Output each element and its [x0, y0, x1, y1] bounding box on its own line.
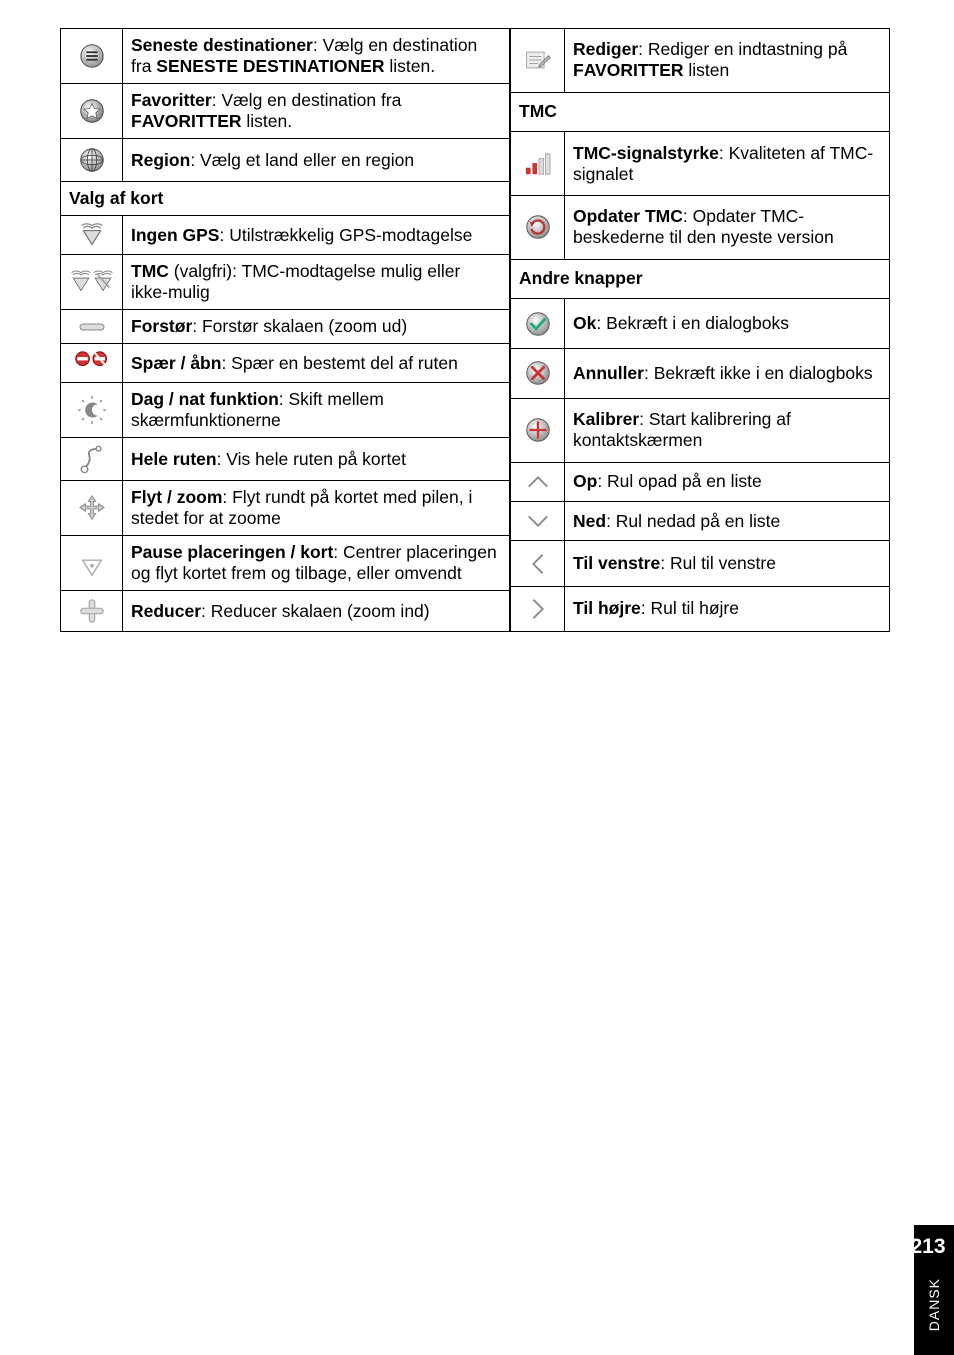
- description-cell: Dag / nat funktion: Skift mellem skærmfu…: [123, 383, 510, 438]
- description-cell: Ok: Bekræft i en dialogboks: [565, 299, 890, 349]
- description-cell: Region: Vælg et land eller en region: [123, 139, 510, 182]
- description-cell: Reducer: Reducer skalaen (zoom ind): [123, 591, 510, 632]
- description-cell: Ingen GPS: Utilstrækkelig GPS-modtagelse: [123, 216, 510, 255]
- icon-nogps: [61, 216, 123, 255]
- icon-tmc2: [61, 255, 123, 310]
- icon-down: [511, 502, 565, 541]
- description-cell: Op: Rul opad på en liste: [565, 462, 890, 501]
- description-cell: Til venstre: Rul til venstre: [565, 541, 890, 586]
- description-cell: Pause placeringen / kort: Centrer placer…: [123, 536, 510, 591]
- icon-edit: [511, 29, 565, 93]
- icon-route: [61, 438, 123, 481]
- icon-signal: [511, 132, 565, 196]
- icon-ok: [511, 299, 565, 349]
- description-cell: Ned: Rul nedad på en liste: [565, 502, 890, 541]
- icon-block: [61, 344, 123, 383]
- icon-globe: [61, 139, 123, 182]
- icon-pause: [61, 536, 123, 591]
- description-cell: Favoritter: Vælg en destination fra FAVO…: [123, 84, 510, 139]
- icon-cancel: [511, 349, 565, 399]
- description-cell: Flyt / zoom: Flyt rundt på kortet med pi…: [123, 481, 510, 536]
- description-cell: Seneste destinationer: Vælg en destinati…: [123, 29, 510, 84]
- icon-daynight: [61, 383, 123, 438]
- description-cell: Rediger: Rediger en indtastning på FAVOR…: [565, 29, 890, 93]
- section-header: Andre knapper: [511, 259, 890, 298]
- icon-up: [511, 462, 565, 501]
- description-cell: Opdater TMC: Opdater TMC-beskederne til …: [565, 195, 890, 259]
- icon-zoomin: [61, 591, 123, 632]
- description-cell: TMC-signalstyrke: Kvaliteten af TMC-sign…: [565, 132, 890, 196]
- icon-star: [61, 84, 123, 139]
- description-cell: Til højre: Rul til højre: [565, 586, 890, 631]
- icon-recent: [61, 29, 123, 84]
- language-label: DANSK: [926, 1278, 942, 1331]
- section-header: Valg af kort: [61, 182, 510, 216]
- description-cell: Kalibrer: Start kalibrering af kontaktsk…: [565, 398, 890, 462]
- description-cell: Hele ruten: Vis hele ruten på kortet: [123, 438, 510, 481]
- description-cell: Forstør: Forstør skalaen (zoom ud): [123, 310, 510, 344]
- icon-zoomout: [61, 310, 123, 344]
- icon-right: [511, 586, 565, 631]
- left-reference-table: Seneste destinationer: Vælg en destinati…: [60, 28, 510, 632]
- icon-move: [61, 481, 123, 536]
- description-cell: Annuller: Bekræft ikke i en dialogboks: [565, 349, 890, 399]
- icon-calibrate: [511, 398, 565, 462]
- icon-refresh: [511, 195, 565, 259]
- icon-left: [511, 541, 565, 586]
- section-header: TMC: [511, 92, 890, 131]
- page-number: 213: [910, 1235, 945, 1258]
- description-cell: TMC (valgfri): TMC-modtagelse mulig elle…: [123, 255, 510, 310]
- description-cell: Spær / åbn: Spær en bestemt del af ruten: [123, 344, 510, 383]
- right-reference-table: Rediger: Rediger en indtastning på FAVOR…: [510, 28, 890, 632]
